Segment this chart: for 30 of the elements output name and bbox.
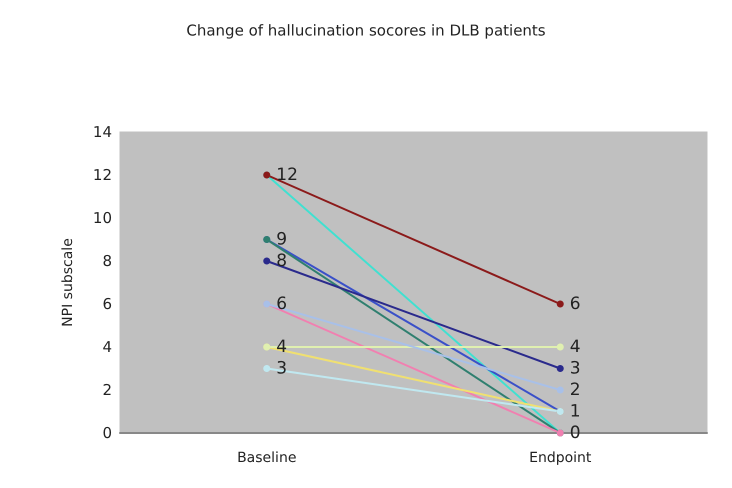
y-tick-label: 10: [92, 209, 112, 227]
chart-title: Change of hallucination socores in DLB patients: [186, 22, 546, 40]
point: [263, 365, 270, 372]
data-label: 4: [276, 337, 288, 357]
data-label: 12: [276, 165, 298, 185]
data-label: 0: [570, 423, 581, 443]
point: [556, 386, 564, 394]
data-label: 6: [276, 294, 288, 314]
x-tick-label: Baseline: [237, 450, 296, 466]
y-tick-label: 2: [102, 381, 112, 399]
y-tick-label: 8: [102, 252, 112, 270]
data-label: 2: [570, 380, 581, 400]
data-label: 4: [570, 337, 581, 357]
point: [556, 365, 564, 372]
y-tick-label: 0: [102, 424, 112, 442]
data-label: 1: [570, 402, 581, 422]
y-axis-title: NPI subscale: [60, 238, 76, 327]
data-label: 9: [276, 230, 288, 250]
point: [556, 344, 564, 350]
y-tick-label: 4: [102, 338, 112, 356]
data-label: 3: [570, 358, 581, 378]
data-label: 8: [276, 251, 288, 271]
y-tick-label: 12: [92, 166, 112, 184]
y-tick-label: 14: [92, 123, 112, 141]
y-tick-label: 6: [102, 295, 112, 313]
data-label: 3: [276, 358, 288, 378]
point: [263, 258, 270, 264]
point: [556, 300, 564, 308]
data-label: 6: [570, 294, 581, 314]
x-tick-label: Endpoint: [529, 450, 592, 466]
